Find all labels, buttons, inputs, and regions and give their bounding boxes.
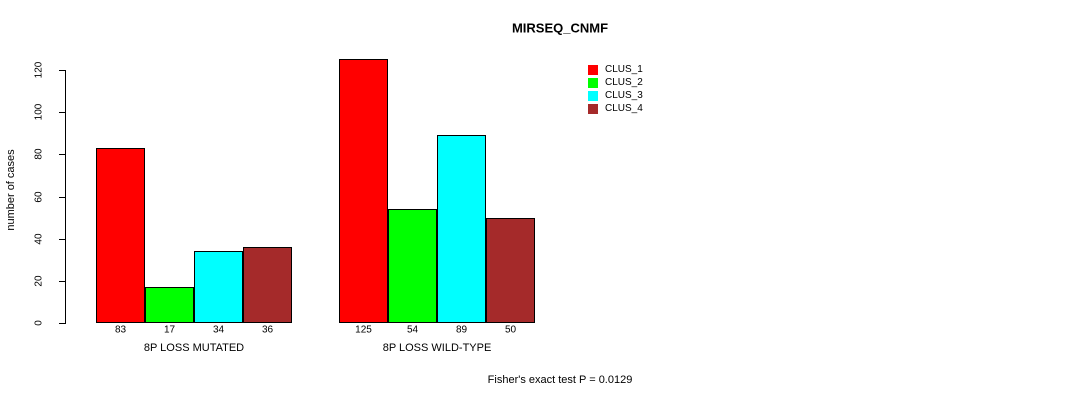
bar-value-label: 54 [406,324,419,336]
bar-value-label: 83 [114,324,127,336]
bar-clus_1-group2 [339,59,388,323]
y-tick [59,112,65,114]
y-tick [59,323,65,324]
bar-clus_4-group1 [243,247,292,323]
legend-swatch-icon [588,103,598,114]
y-tick [59,238,65,240]
bar-value-label: 50 [504,324,517,336]
x-group-label: 8P LOSS WILD-TYPE [382,342,492,354]
y-tick-label: 60 [33,190,45,203]
bar-clus_2-group1 [145,287,194,323]
y-tick-label: 100 [33,103,45,121]
bar-value-label: 17 [163,324,176,336]
y-tick-label: 20 [33,275,45,287]
legend-swatch-icon [588,64,598,75]
legend-item-clus_2: CLUS_2 [588,76,643,89]
bar-value-label: 89 [455,324,468,336]
y-tick-label: 0 [33,320,45,326]
legend: CLUS_1 CLUS_2 CLUS_3 CLUS_4 [588,63,643,115]
bar-clus_2-group2 [388,209,437,323]
legend-label: CLUS_3 [605,90,643,101]
legend-swatch-icon [588,90,598,101]
bar-value-label: 36 [261,324,274,336]
bar-value-label: 34 [212,324,225,336]
y-axis-line [65,70,66,324]
legend-item-clus_4: CLUS_4 [588,102,643,115]
legend-swatch-icon [588,77,598,88]
legend-item-clus_1: CLUS_1 [588,63,643,76]
y-tick [59,70,65,71]
y-tick [59,280,65,282]
y-axis-title: number of cases [5,149,17,231]
legend-label: CLUS_2 [605,77,643,88]
y-tick-label: 40 [33,233,45,245]
bar-value-label: 125 [355,324,372,336]
y-tick-label: 120 [33,61,45,79]
legend-label: CLUS_4 [605,103,643,114]
bar-clus_1-group1 [96,148,145,323]
legend-label: CLUS_1 [605,64,643,75]
y-tick [59,196,65,198]
x-group-label: 8P LOSS MUTATED [143,342,245,354]
y-tick [59,154,65,156]
annotation-text: Fisher's exact test P = 0.0129 [487,374,633,386]
legend-item-clus_3: CLUS_3 [588,89,643,102]
bar-clus_3-group1 [194,251,243,323]
y-tick-label: 80 [33,148,45,160]
bar-clus_4-group2 [486,217,535,323]
chart-title: MIRSEQ_CNMF [511,20,609,36]
bar-clus_3-group2 [437,135,486,323]
